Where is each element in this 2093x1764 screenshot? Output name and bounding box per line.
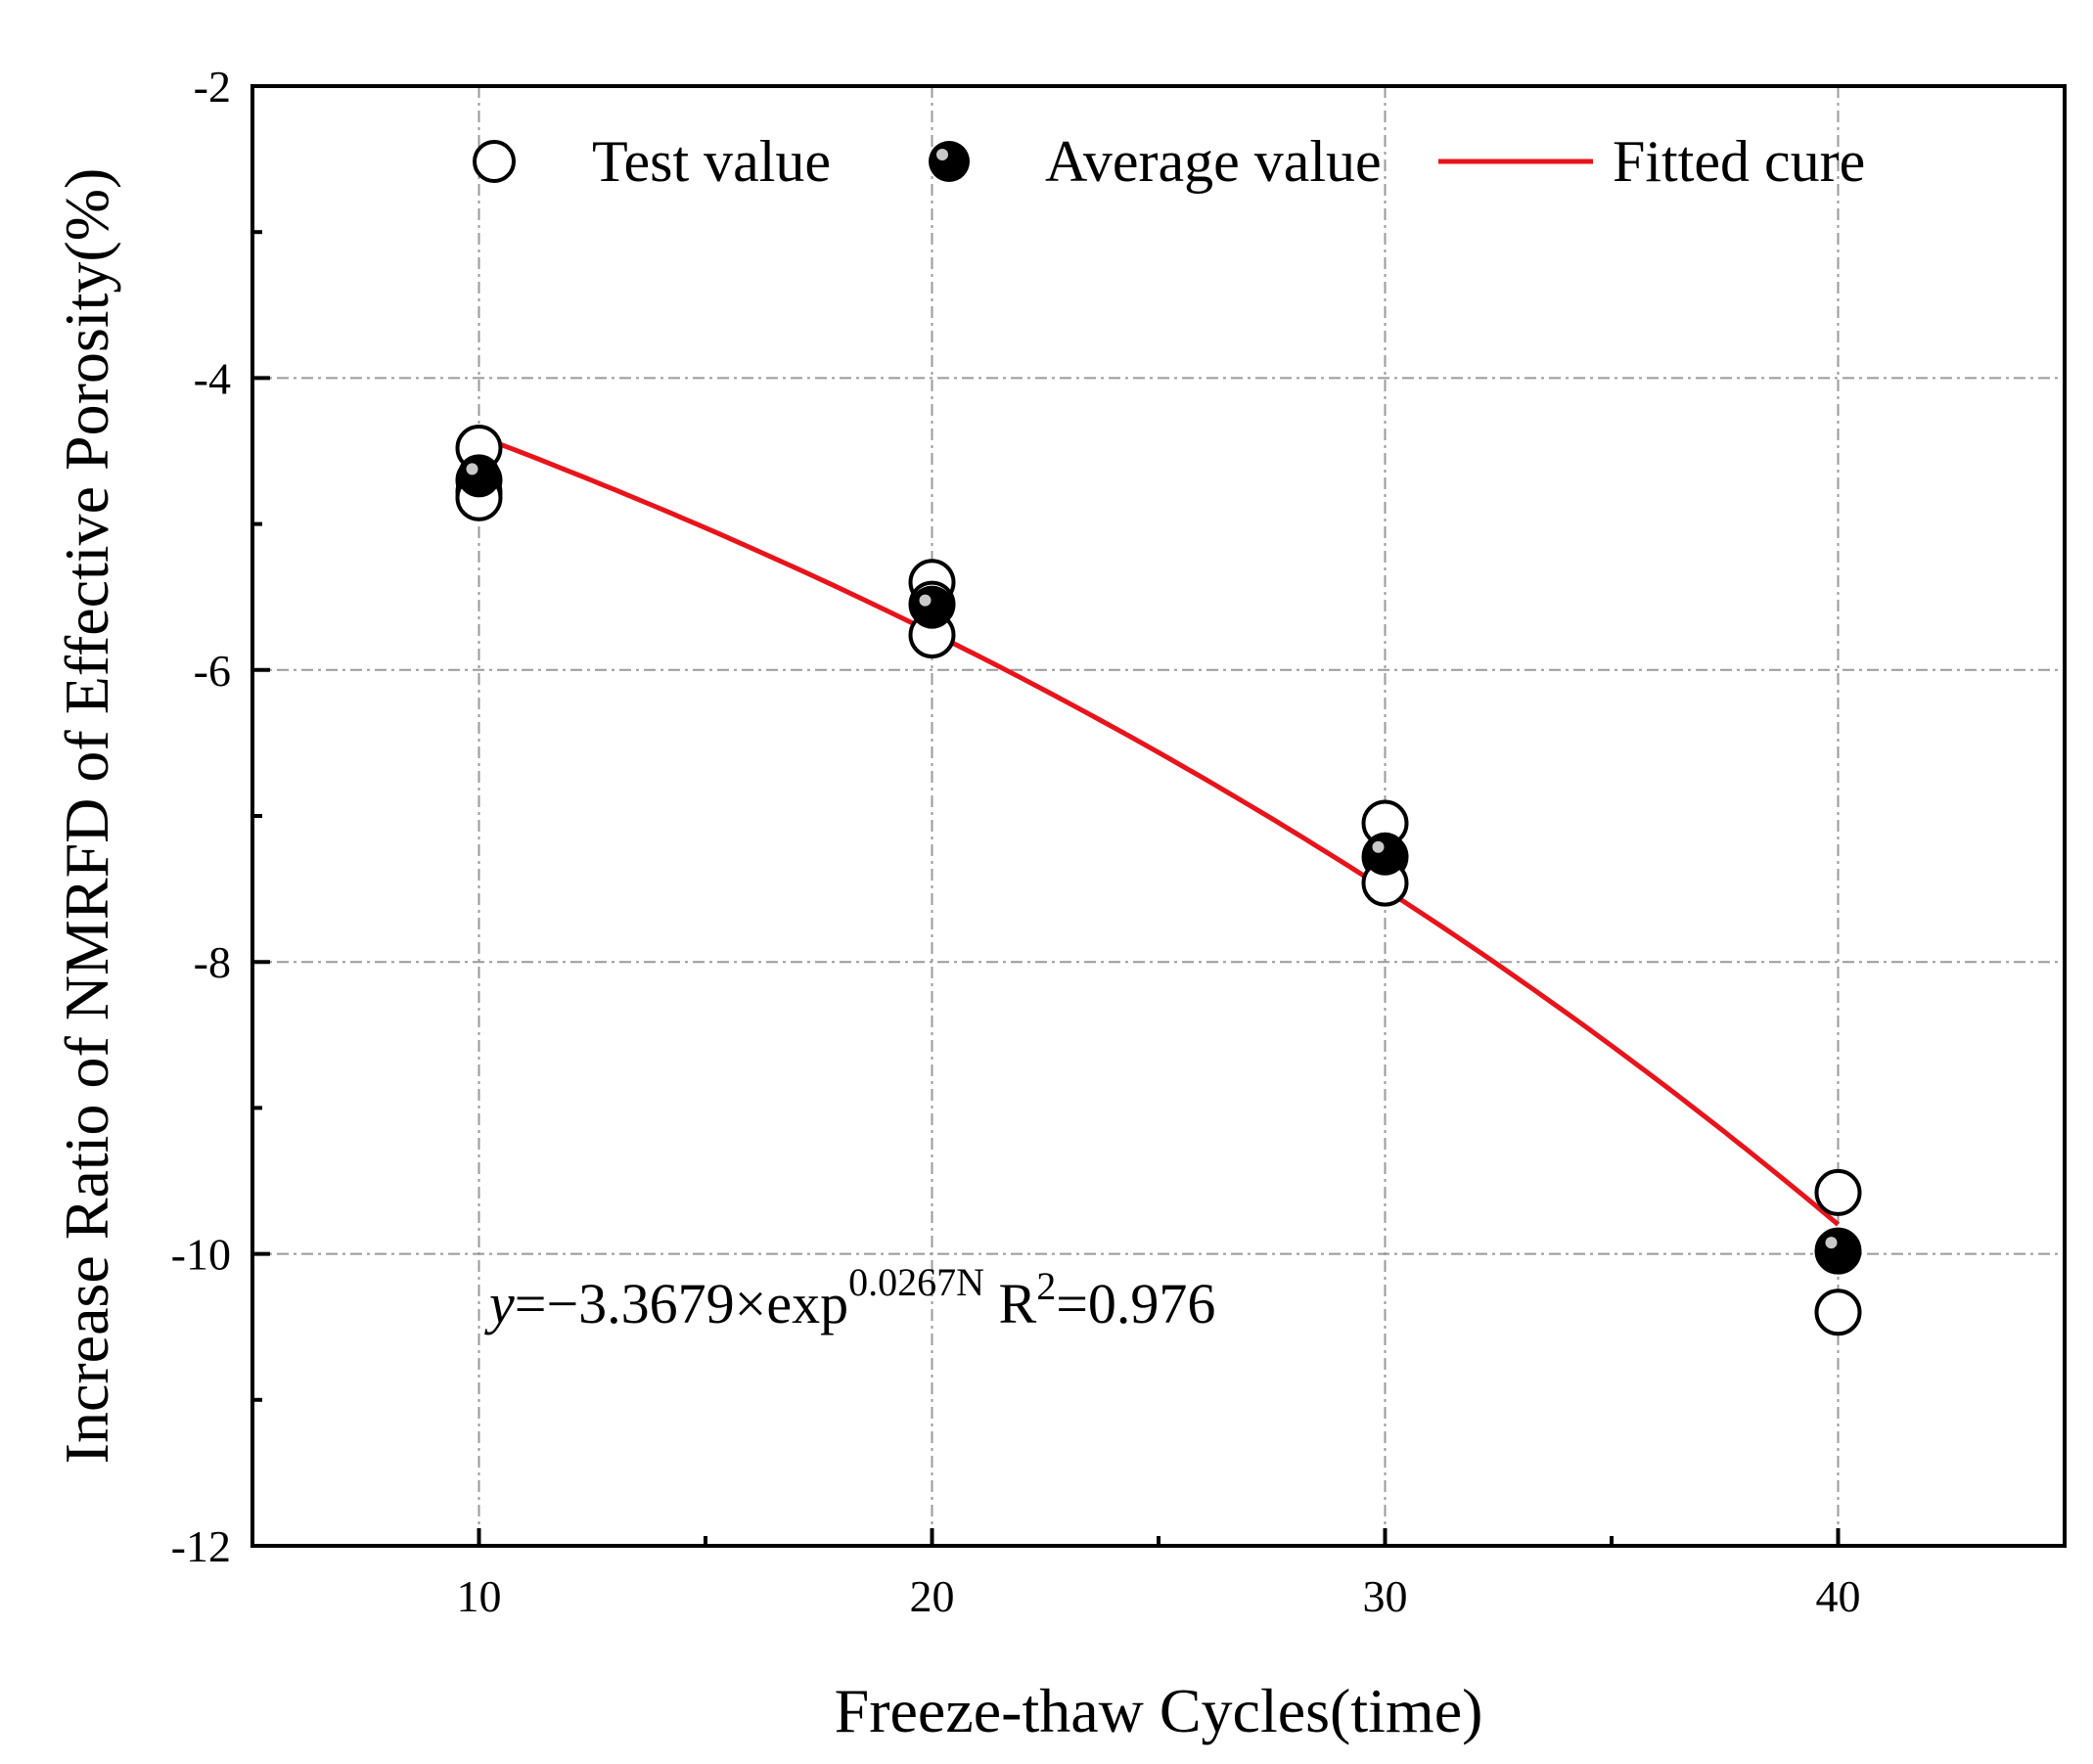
legend-average-label: Average value [1045, 129, 1382, 194]
minor-ticks [250, 230, 2067, 1546]
plot-area-frame [250, 84, 2067, 1548]
legend: Test value Average value Fitted cure [473, 129, 1865, 194]
legend-fitted-label: Fitted cure [1613, 129, 1865, 194]
legend-test-marker [473, 140, 516, 183]
average-value-point [457, 454, 501, 498]
y-tick-label: -8 [194, 937, 231, 987]
average-value-point-highlight [466, 463, 478, 475]
y-axis-title: Increase Ratio of NMRFD of Effective Por… [52, 168, 121, 1465]
test-value-points [455, 425, 1862, 1336]
y-tick-label: -10 [171, 1230, 231, 1280]
legend-average-marker-highlight [936, 149, 948, 160]
x-axis-title: Freeze-thaw Cycles(time) [835, 1676, 1483, 1745]
equation-exponent: 0.0267N [848, 1260, 984, 1304]
fitted-curve-line [478, 433, 1841, 1227]
x-tick-label: 10 [457, 1571, 502, 1621]
equation-r-superscript: 2 [1036, 1264, 1056, 1308]
test-value-point [1814, 1289, 1862, 1336]
y-axis-ticks: -2 -4 -6 -8 -10 -12 [171, 62, 270, 1571]
y-tick-label: -2 [194, 62, 231, 112]
legend-average-marker [929, 141, 970, 182]
average-value-point [910, 585, 954, 629]
average-value-point [1363, 832, 1407, 876]
equation-r-value: =0.976 [1056, 1272, 1215, 1335]
test-value-point [1814, 1168, 1862, 1216]
equation-r-prefix: R [984, 1272, 1037, 1335]
equation-main: =−3.3679×exp [515, 1272, 848, 1335]
x-tick-label: 20 [910, 1571, 955, 1621]
average-value-point-highlight [1825, 1237, 1838, 1249]
y-tick-label: -6 [194, 646, 231, 696]
legend-test-label: Test value [592, 129, 831, 194]
x-tick-label: 40 [1816, 1571, 1861, 1621]
average-value-point [1816, 1228, 1860, 1272]
average-value-point-highlight [919, 594, 932, 607]
y-tick-label: -4 [194, 353, 231, 403]
equation-y-variable: y [484, 1272, 515, 1335]
x-tick-label: 30 [1363, 1571, 1408, 1621]
x-axis-ticks: 10 20 30 40 [457, 1528, 1861, 1621]
average-value-points [457, 454, 1860, 1272]
y-tick-label: -12 [171, 1521, 231, 1571]
average-value-point-highlight [1372, 840, 1385, 853]
fit-equation-annotation: y=−3.3679×exp0.0267N R2=0.976 [484, 1260, 1215, 1335]
